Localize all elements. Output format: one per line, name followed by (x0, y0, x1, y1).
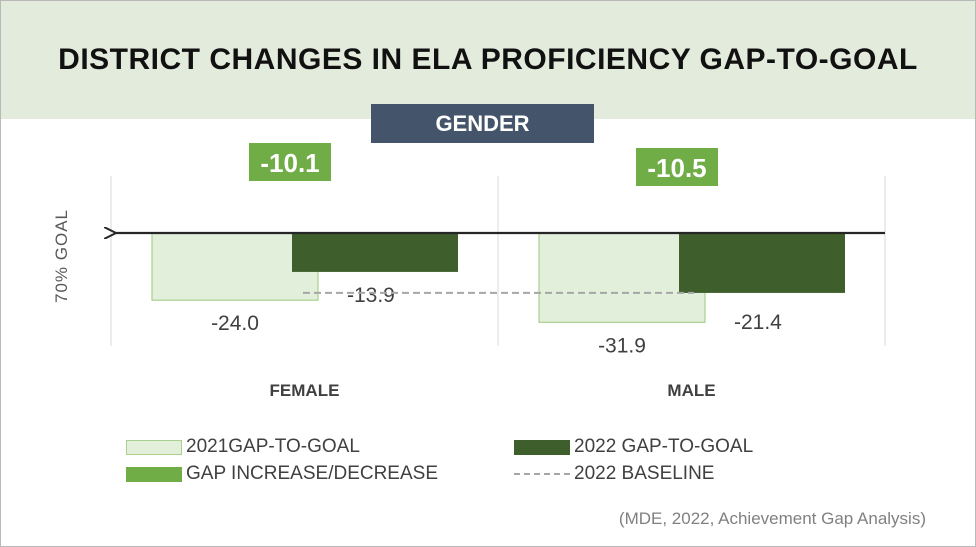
legend-swatch-gap-change (126, 466, 182, 482)
legend-swatch-2022 (514, 439, 570, 455)
title-band (1, 1, 975, 119)
source-citation: (MDE, 2022, Achievement Gap Analysis) (618, 509, 926, 528)
legend-label-2022: 2022 GAP-TO-GOAL (574, 436, 754, 457)
category-label-female: FEMALE (270, 381, 340, 400)
data-label-2022-male: -21.4 (734, 311, 782, 334)
data-label-2022-female: -13.9 (347, 284, 395, 307)
data-label-2021-male: -31.9 (598, 334, 646, 357)
category-label-male: MALE (667, 381, 715, 400)
legend-item-2022: 2022 GAP-TO-GOAL (514, 436, 753, 458)
legend-label-gap-change: GAP INCREASE/DECREASE (186, 463, 439, 484)
bar-2022-female (292, 233, 458, 272)
bar-2021-male (538, 232, 706, 323)
chart-subtitle: GENDER (371, 104, 594, 143)
legend-label-2021: 2021GAP-TO-GOAL (186, 436, 360, 457)
legend-swatch-baseline (514, 473, 570, 475)
chart-title: DISTRICT CHANGES IN ELA PROFICIENCY GAP-… (58, 43, 918, 76)
legend-swatch-2021 (126, 439, 182, 455)
legend-label-baseline: 2022 BASELINE (574, 463, 715, 484)
change-badge-male (636, 148, 718, 186)
change-label-female: -10.1 (260, 148, 319, 178)
legend-item-baseline: 2022 BASELINE (514, 463, 714, 485)
data-label-2021-female: -24.0 (211, 312, 259, 335)
change-label-male: -10.5 (647, 153, 706, 183)
legend-item-gap-change: GAP INCREASE/DECREASE (126, 463, 438, 485)
legend-item-2021: 2021GAP-TO-GOAL (126, 436, 360, 458)
bar-2022-male (679, 233, 845, 293)
change-badge-female (249, 143, 331, 181)
